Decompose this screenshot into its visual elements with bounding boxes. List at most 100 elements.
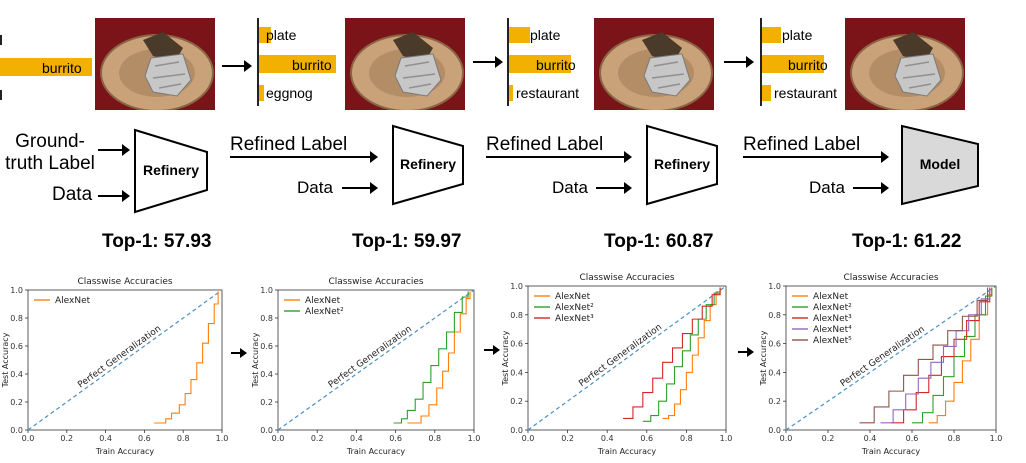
label-bar-plate bbox=[259, 27, 271, 43]
label-bar-plate bbox=[509, 27, 530, 43]
x-tick-label: 0.8 bbox=[948, 434, 961, 443]
x-tick-label: 0.6 bbox=[640, 434, 653, 443]
top1-score: Top-1: 60.87 bbox=[604, 231, 714, 252]
x-tick-label: 1.0 bbox=[468, 434, 481, 443]
chart-3: Classwise Accuracies 0.0 0.2 0.4 0.6 0.8 1.0 0.… bbox=[500, 268, 734, 460]
chart-title: Classwise Accuracies bbox=[77, 277, 172, 287]
label-bar-burrito bbox=[259, 55, 336, 73]
refinery-block bbox=[646, 124, 718, 206]
burrito-photo bbox=[95, 18, 215, 110]
y-tick-label: 0.2 bbox=[260, 398, 273, 407]
legend-label: AlexNet² bbox=[813, 303, 852, 313]
x-axis-label: Train Accuracy bbox=[95, 447, 155, 456]
x-tick-label: 0.0 bbox=[522, 434, 535, 443]
arrow-right-icon bbox=[222, 60, 252, 72]
chart-svg: Classwise Accuracies 0.0 0.2 0.4 0.6 0.8 1.0 0.… bbox=[251, 277, 481, 456]
label-text-eggnog: eggnog bbox=[266, 85, 313, 101]
legend-label: AlexNet bbox=[813, 292, 849, 302]
x-tick-label: 0.8 bbox=[177, 434, 190, 443]
x-tick-label: 0.2 bbox=[561, 434, 574, 443]
y-tick-label: 0.4 bbox=[10, 370, 23, 379]
arrow-right-icon bbox=[98, 190, 130, 202]
data-label: Data bbox=[552, 178, 588, 197]
chart-1: Classwise Accuracies 0.0 0.2 0.4 0.6 0.8 1.0 0.… bbox=[0, 272, 230, 460]
y-axis-label: Test Accuracy bbox=[251, 332, 260, 388]
label-bar-plate bbox=[762, 27, 781, 43]
y-tick-label: 0.8 bbox=[260, 314, 273, 323]
x-tick-label: 0.6 bbox=[138, 434, 151, 443]
y-tick-label: 0.2 bbox=[10, 398, 23, 407]
y-axis-label: Test Accuracy bbox=[759, 330, 768, 386]
legend-label: AlexNet² bbox=[305, 307, 344, 317]
perfect-generalization-line bbox=[27, 289, 223, 431]
label-bar-restaurant bbox=[509, 85, 513, 101]
chart-title: Classwise Accuracies bbox=[579, 273, 674, 283]
x-tick-label: 0.4 bbox=[99, 434, 112, 443]
chart-title: Classwise Accuracies bbox=[328, 277, 423, 287]
y-tick-label: 0.0 bbox=[10, 426, 23, 435]
x-tick-label: 0.0 bbox=[22, 434, 35, 443]
data-label: Data bbox=[297, 178, 333, 197]
chart-svg: Classwise Accuracies 0.0 0.2 0.4 0.6 0.8 1.0 0.… bbox=[1, 277, 228, 456]
x-axis-label: Train Accuracy bbox=[346, 447, 406, 456]
y-tick-label: 1.0 bbox=[260, 286, 273, 295]
arrow-right-icon bbox=[473, 56, 503, 68]
label-axis bbox=[760, 18, 762, 106]
perfect-generalization-annotation: Perfect Generalization bbox=[839, 325, 927, 390]
series-line bbox=[154, 291, 219, 424]
label-axis bbox=[0, 35, 2, 45]
label-text-restaurant: restaurant bbox=[516, 85, 580, 101]
legend-label: AlexNet bbox=[305, 296, 341, 306]
label-bar-burrito bbox=[0, 58, 92, 76]
input-label-refined: Refined Label bbox=[743, 134, 861, 155]
series-line bbox=[642, 287, 721, 422]
y-tick-label: 0.8 bbox=[768, 311, 781, 320]
series-line bbox=[912, 287, 993, 424]
x-tick-label: 0.8 bbox=[680, 434, 693, 443]
y-tick-label: 0.0 bbox=[768, 426, 781, 435]
series-line bbox=[407, 291, 471, 424]
x-axis-label: Train Accuracy bbox=[861, 447, 921, 456]
series-line bbox=[393, 291, 469, 424]
plot-frame bbox=[27, 289, 223, 431]
legend-label: AlexNet bbox=[555, 292, 591, 302]
burrito-photo bbox=[345, 18, 465, 110]
x-tick-label: 0.6 bbox=[906, 434, 919, 443]
y-tick-label: 0.8 bbox=[10, 314, 23, 323]
y-tick-label: 0.4 bbox=[510, 368, 523, 377]
y-tick-label: 0.0 bbox=[510, 426, 523, 435]
legend-label: AlexNet bbox=[55, 296, 91, 306]
y-tick-label: 0.0 bbox=[260, 426, 273, 435]
perfect-generalization-line bbox=[277, 289, 475, 431]
y-tick-label: 0.6 bbox=[768, 340, 781, 349]
chart-svg: Classwise Accuracies 0.0 0.2 0.4 0.6 0.8 1.0 0.… bbox=[759, 273, 1002, 456]
perfect-generalization-annotation: Perfect Generalization bbox=[327, 324, 414, 390]
label-text-plate: plate bbox=[266, 27, 297, 43]
label-text-plate: plate bbox=[530, 27, 561, 43]
arrow-right-icon bbox=[230, 151, 378, 163]
chart-4: Classwise Accuracies 0.0 0.2 0.4 0.6 0.8 1.0 0.… bbox=[758, 268, 1004, 460]
x-tick-label: 0.0 bbox=[272, 434, 285, 443]
input-label-ground-truth: Ground- truth Label bbox=[4, 131, 96, 175]
x-tick-label: 1.0 bbox=[720, 434, 733, 443]
x-tick-label: 0.4 bbox=[601, 434, 614, 443]
burrito-photo bbox=[594, 18, 714, 110]
plot-frame bbox=[527, 285, 727, 431]
x-tick-label: 0.4 bbox=[350, 434, 363, 443]
arrow-right-icon bbox=[853, 182, 889, 194]
arrow-right-icon bbox=[98, 144, 130, 156]
series-line bbox=[662, 287, 721, 420]
chart-title: Classwise Accuracies bbox=[843, 273, 938, 283]
data-label: Data bbox=[52, 184, 93, 205]
legend-label: AlexNet³ bbox=[555, 314, 594, 324]
y-tick-label: 1.0 bbox=[510, 282, 523, 291]
y-tick-label: 0.6 bbox=[510, 340, 523, 349]
arrow-right-icon bbox=[486, 151, 632, 163]
series-line bbox=[928, 287, 993, 424]
top1-score: Top-1: 59.97 bbox=[352, 231, 462, 252]
model-block bbox=[901, 124, 979, 206]
y-tick-label: 0.2 bbox=[510, 397, 523, 406]
chart-svg: Classwise Accuracies 0.0 0.2 0.4 0.6 0.8 1.0 0.… bbox=[501, 273, 733, 456]
plot-frame bbox=[785, 285, 997, 431]
perfect-generalization-annotation: Perfect Generalization bbox=[76, 324, 163, 391]
